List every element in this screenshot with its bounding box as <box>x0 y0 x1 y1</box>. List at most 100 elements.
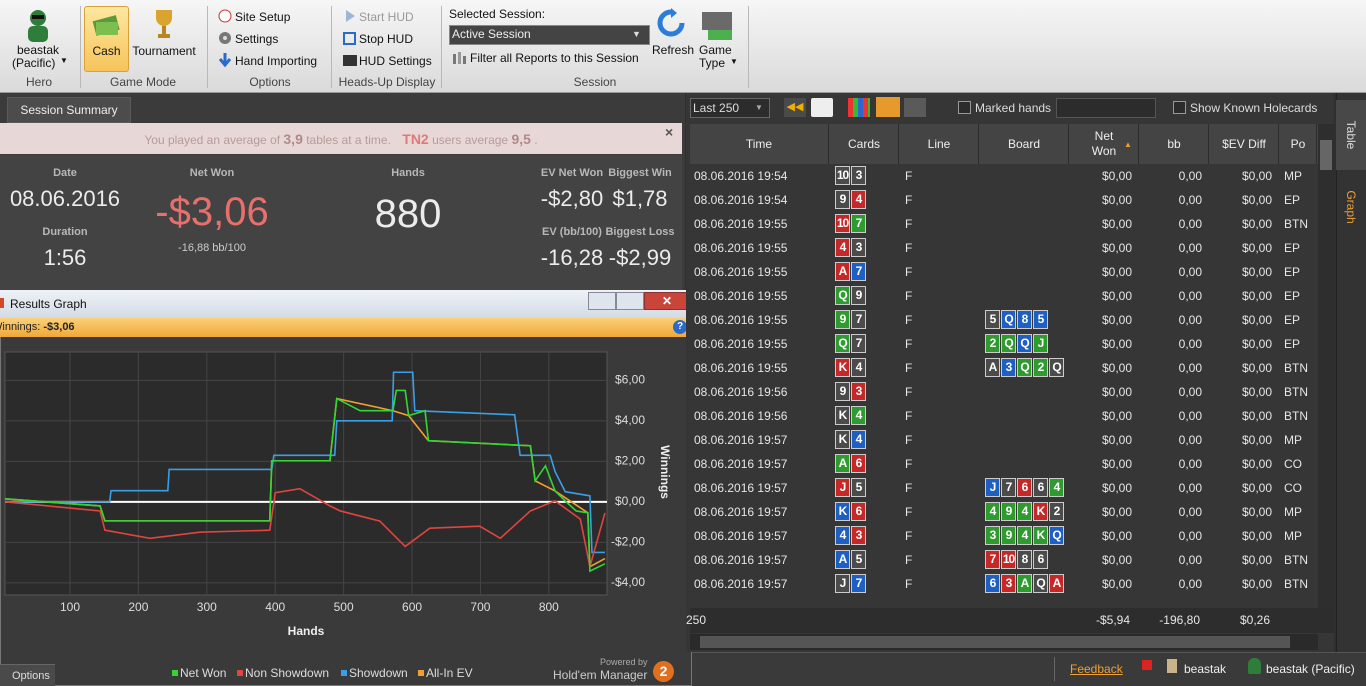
stat-value: 08.06.2016 <box>9 186 121 211</box>
card: Q <box>1049 358 1064 377</box>
trophy-button[interactable] <box>904 98 926 117</box>
graph-button[interactable] <box>876 97 900 117</box>
feedback-link[interactable]: Feedback <box>1070 662 1123 676</box>
options-icons <box>218 9 232 67</box>
card: J <box>835 574 850 593</box>
row-net-won: $0,00 <box>1101 193 1132 207</box>
menu-item[interactable]: HUD Settings <box>359 54 432 68</box>
row-bb: 0,00 <box>1178 289 1202 303</box>
card: Q <box>1033 574 1048 593</box>
group-label: Game Mode <box>109 75 177 89</box>
cash-button[interactable] <box>84 6 129 72</box>
card: 3 <box>985 526 1000 545</box>
row-net-won: $0,00 <box>1101 265 1132 279</box>
brand: Hold'em Manager <box>553 668 648 682</box>
menu-item[interactable]: Settings <box>235 32 279 46</box>
row-net-won: $0,00 <box>1101 481 1132 495</box>
session-select[interactable] <box>449 25 650 45</box>
row-position: EP <box>1284 289 1301 303</box>
summary-tab[interactable]: Session Summary <box>7 97 131 123</box>
card: 4 <box>985 502 1000 521</box>
checkbox-label[interactable]: Marked hands <box>975 101 1052 115</box>
game-type-icon <box>702 12 732 40</box>
cards-button[interactable] <box>811 98 833 117</box>
column-header[interactable]: $EV Diff <box>1210 124 1279 164</box>
row-position: EP <box>1284 193 1301 207</box>
column-header[interactable]: Line <box>900 124 979 164</box>
notice-value: 3,9 <box>283 131 303 147</box>
toolbar: beastak (Pacific) ▼ Hero Cash Tournament… <box>0 0 1366 93</box>
help-button[interactable]: ? <box>673 320 687 334</box>
user-name[interactable]: beastak <box>1184 662 1227 676</box>
close-button[interactable]: ✕ <box>644 292 690 310</box>
session-selected[interactable]: Active Session <box>452 27 531 41</box>
menu-item[interactable]: Stop HUD <box>359 32 414 46</box>
row-time: 08.06.2016 19:57 <box>694 433 788 447</box>
select-arrow[interactable]: ▼ <box>755 103 763 112</box>
card: Q <box>1017 334 1032 353</box>
color-button[interactable] <box>848 98 870 117</box>
column-header[interactable]: Board <box>980 124 1069 164</box>
cash-label[interactable]: Cash <box>92 44 121 58</box>
options-label[interactable]: Options <box>12 670 50 682</box>
card: 4 <box>835 526 850 545</box>
range-selected[interactable]: Last 250 <box>693 101 740 115</box>
side-tab-label[interactable]: Table <box>1344 120 1358 150</box>
marked-select[interactable] <box>1056 98 1156 118</box>
options-tab[interactable] <box>0 664 55 686</box>
menu-item[interactable]: Hand Importing <box>235 54 318 68</box>
sort-arrow[interactable]: ▲ <box>1124 140 1132 149</box>
scrollbar[interactable] <box>1318 124 1334 608</box>
hero-name[interactable]: beastak (Pacific) <box>1266 662 1355 676</box>
hero-site[interactable]: (Pacific) <box>12 56 56 70</box>
legend-swatch <box>418 670 424 676</box>
row-position: BTN <box>1284 577 1308 591</box>
row-bb: 0,00 <box>1178 193 1202 207</box>
card: K <box>1033 526 1048 545</box>
card: K <box>835 358 850 377</box>
column-header[interactable]: bb <box>1140 124 1209 164</box>
hero-name[interactable]: beastak <box>16 43 60 57</box>
row-line: F <box>905 265 913 279</box>
row-bb: 0,00 <box>1178 337 1202 351</box>
cash-icon <box>92 15 120 36</box>
stat-value: 1:56 <box>43 245 87 270</box>
card: 6 <box>1033 550 1048 569</box>
maximize-button[interactable] <box>616 292 644 310</box>
column-header[interactable]: Cards <box>830 124 899 164</box>
group-label: Options <box>249 75 291 89</box>
row-line: F <box>905 289 913 303</box>
dropdown-arrow[interactable]: ▼ <box>60 56 68 65</box>
notice: You played an average of 3,9 tables at a… <box>0 131 682 147</box>
filter-link[interactable]: Filter all Reports to this Session <box>470 51 639 65</box>
column-header[interactable]: Time <box>690 124 829 164</box>
h-scroll-thumb[interactable] <box>700 636 1290 648</box>
side-tab-label[interactable]: Graph <box>1344 190 1358 224</box>
range-select[interactable] <box>690 98 770 118</box>
row-bb: 0,00 <box>1178 265 1202 279</box>
checkbox-label[interactable]: Show Known Holecards <box>1190 101 1318 115</box>
refresh-label[interactable]: Refresh <box>652 43 695 57</box>
dropdown-arrow[interactable]: ▼ <box>730 57 738 66</box>
scroll-thumb[interactable] <box>1320 140 1332 170</box>
menu-item[interactable]: Site Setup <box>235 10 291 24</box>
row-position: MP <box>1284 505 1302 519</box>
x-tick-label: 600 <box>402 600 422 614</box>
menu-item-disabled[interactable]: Start HUD <box>359 10 414 24</box>
select-arrow[interactable]: ▼ <box>632 29 641 39</box>
game-type-label[interactable]: Type <box>699 56 726 70</box>
column-header[interactable]: Po <box>1280 124 1317 164</box>
minimize-button[interactable] <box>588 292 616 310</box>
column-header[interactable]: Net Won <box>1070 124 1139 164</box>
checkbox[interactable] <box>958 101 971 114</box>
row-time: 08.06.2016 19:57 <box>694 529 788 543</box>
tournament-label[interactable]: Tournament <box>132 44 196 58</box>
card: 9 <box>835 190 850 209</box>
stat-label: EV Net Won <box>540 167 604 179</box>
game-type-label[interactable]: Game <box>699 43 732 57</box>
card: J <box>835 478 850 497</box>
side-tab[interactable] <box>1336 100 1366 170</box>
close-button[interactable]: × <box>665 124 674 140</box>
checkbox[interactable] <box>1173 101 1186 114</box>
back-button[interactable]: ◀◀ <box>784 98 806 117</box>
